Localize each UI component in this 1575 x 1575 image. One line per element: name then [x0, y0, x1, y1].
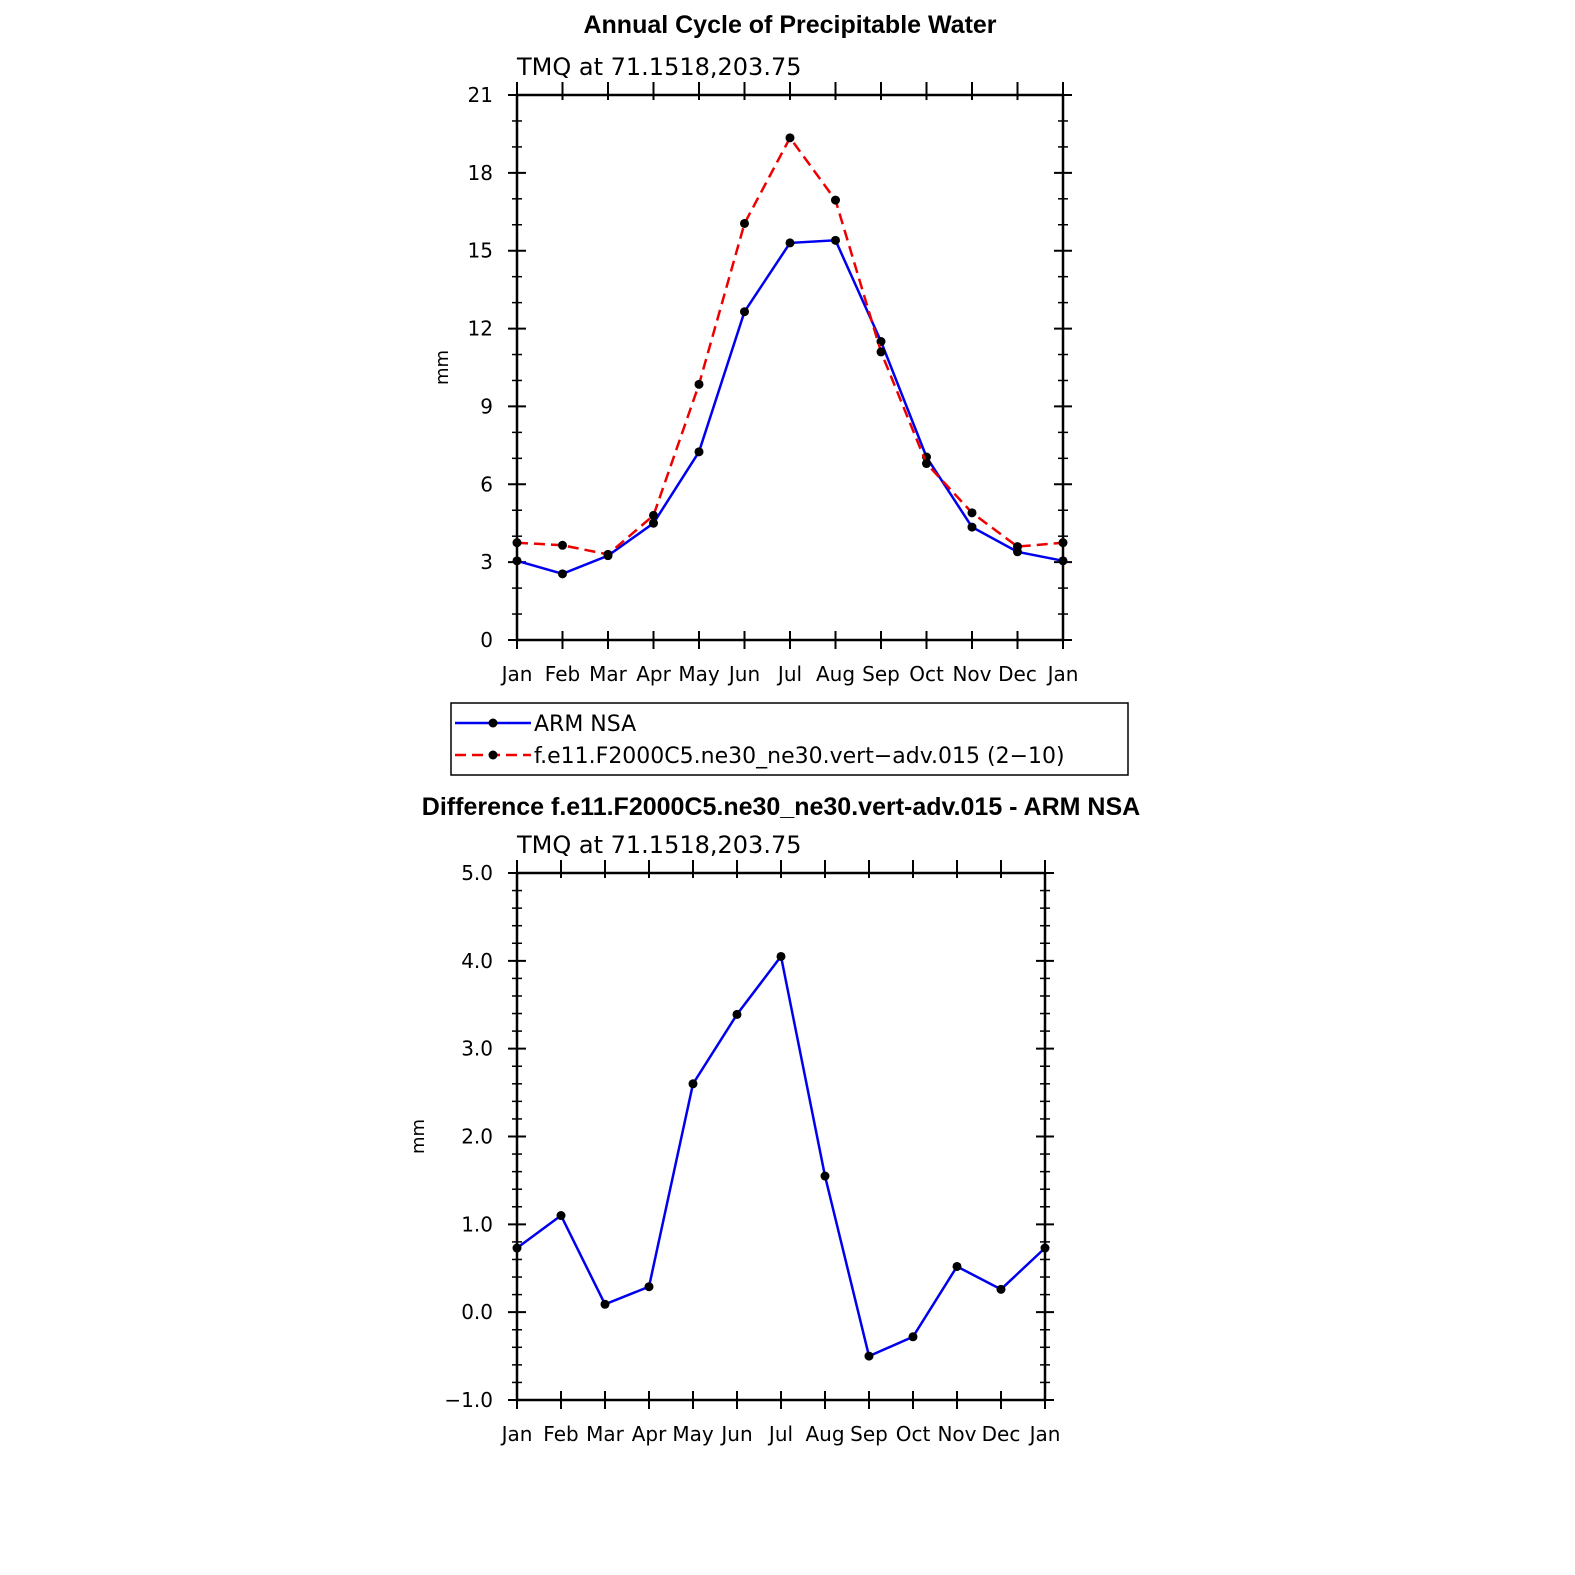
data-point: [644, 1282, 654, 1292]
legend-box: [450, 702, 1129, 776]
x-tick-label: Jan: [500, 662, 533, 686]
data-point: [831, 235, 840, 245]
legend-marker: [488, 718, 498, 728]
x-tick-label: Nov: [937, 1422, 976, 1446]
data-point: [732, 1009, 742, 1019]
chart-title: Annual Cycle of Precipitable Water: [583, 11, 996, 39]
x-tick-label: Feb: [543, 1422, 578, 1446]
series-line-1: [516, 953, 1046, 1358]
x-tick-label: Mar: [586, 1422, 625, 1446]
y-tick-label: 1.0: [461, 1212, 493, 1236]
data-point: [967, 508, 977, 518]
x-tick-label: Oct: [896, 1422, 931, 1446]
x-tick-label: May: [678, 662, 720, 686]
y-tick-label: 0.0: [461, 1300, 493, 1324]
x-tick-label: Jun: [719, 1422, 752, 1446]
data-point: [688, 1079, 698, 1089]
x-tick-label: Jun: [727, 662, 760, 686]
y-tick-label: 6: [480, 472, 493, 496]
data-point: [512, 538, 522, 548]
data-point: [1013, 542, 1022, 552]
y-tick-label: 4.0: [461, 949, 493, 973]
chart-title: Difference f.e11.F2000C5.ne30_ne30.vert-…: [422, 793, 1140, 821]
data-point: [512, 556, 522, 566]
data-point: [558, 540, 567, 550]
x-tick-label: Feb: [545, 662, 580, 686]
data-point: [694, 379, 704, 389]
data-point: [1058, 538, 1068, 548]
x-tick-label: Jul: [776, 662, 802, 686]
y-tick-label: 15: [468, 239, 493, 263]
x-tick-label: Dec: [982, 1422, 1021, 1446]
x-tick-label: Nov: [952, 662, 991, 686]
data-point: [776, 951, 786, 961]
data-point: [922, 459, 931, 469]
data-point: [512, 1243, 522, 1253]
x-tick-label: Aug: [805, 1422, 844, 1446]
data-point: [603, 549, 613, 559]
y-tick-label: 3: [480, 550, 493, 574]
x-tick-label: Jan: [500, 1422, 533, 1446]
data-point: [694, 447, 704, 457]
chart-2: Difference f.e11.F2000C5.ne30_ne30.vert-…: [408, 793, 1140, 1446]
x-tick-label: Sep: [862, 662, 900, 686]
x-tick-label: Dec: [998, 662, 1037, 686]
x-tick-label: Aug: [816, 662, 855, 686]
x-tick-label: Sep: [850, 1422, 888, 1446]
data-point: [876, 347, 886, 357]
data-point: [740, 307, 749, 317]
chart-subtitle: TMQ at 71.1518,203.75: [516, 53, 801, 81]
x-tick-label: Oct: [909, 662, 944, 686]
x-tick-label: Mar: [589, 662, 628, 686]
x-tick-label: Jul: [767, 1422, 793, 1446]
data-point: [649, 510, 658, 520]
series-line-1: [516, 239, 1064, 576]
data-point: [1040, 1243, 1050, 1253]
x-tick-label: Jan: [1028, 1422, 1061, 1446]
data-point: [558, 569, 567, 579]
data-point: [600, 1299, 610, 1309]
y-tick-label: 2.0: [461, 1125, 493, 1149]
data-point: [864, 1351, 874, 1361]
data-point: [785, 133, 795, 143]
y-axis-label: mm: [432, 350, 453, 385]
data-point: [740, 218, 749, 228]
data-point: [908, 1332, 918, 1342]
legend-entry: ARM NSA: [534, 712, 636, 737]
data-point: [556, 1211, 566, 1221]
data-point: [996, 1284, 1006, 1294]
y-tick-label: 9: [480, 394, 493, 418]
x-tick-label: Jan: [1046, 662, 1079, 686]
y-tick-label: −1.0: [444, 1388, 493, 1412]
chart-subtitle: TMQ at 71.1518,203.75: [516, 831, 801, 859]
data-point: [649, 518, 658, 528]
y-tick-label: 3.0: [461, 1037, 493, 1061]
x-tick-label: Apr: [632, 1422, 667, 1446]
y-tick-label: 12: [468, 317, 493, 341]
data-point: [952, 1261, 962, 1271]
y-tick-label: 0: [480, 628, 493, 652]
data-point: [785, 238, 795, 248]
legend-marker: [488, 750, 498, 760]
x-tick-label: May: [672, 1422, 714, 1446]
legend-entry: f.e11.F2000C5.ne30_ne30.vert−adv.015 (2−…: [534, 744, 1065, 769]
chart-1: Annual Cycle of Precipitable Water TMQ at…: [432, 11, 1129, 776]
data-point: [1058, 556, 1068, 566]
data-point: [967, 522, 977, 532]
y-tick-label: 21: [468, 83, 493, 107]
y-axis-label: mm: [408, 1119, 429, 1154]
x-tick-label: Apr: [636, 662, 671, 686]
legend: ARM NSA f.e11.F2000C5.ne30_ne30.vert−adv.…: [450, 702, 1129, 776]
y-tick-label: 18: [468, 161, 493, 185]
series-line-2: [516, 135, 1064, 556]
data-point: [820, 1171, 830, 1181]
data-point: [831, 195, 840, 205]
y-tick-label: 5.0: [461, 861, 493, 885]
